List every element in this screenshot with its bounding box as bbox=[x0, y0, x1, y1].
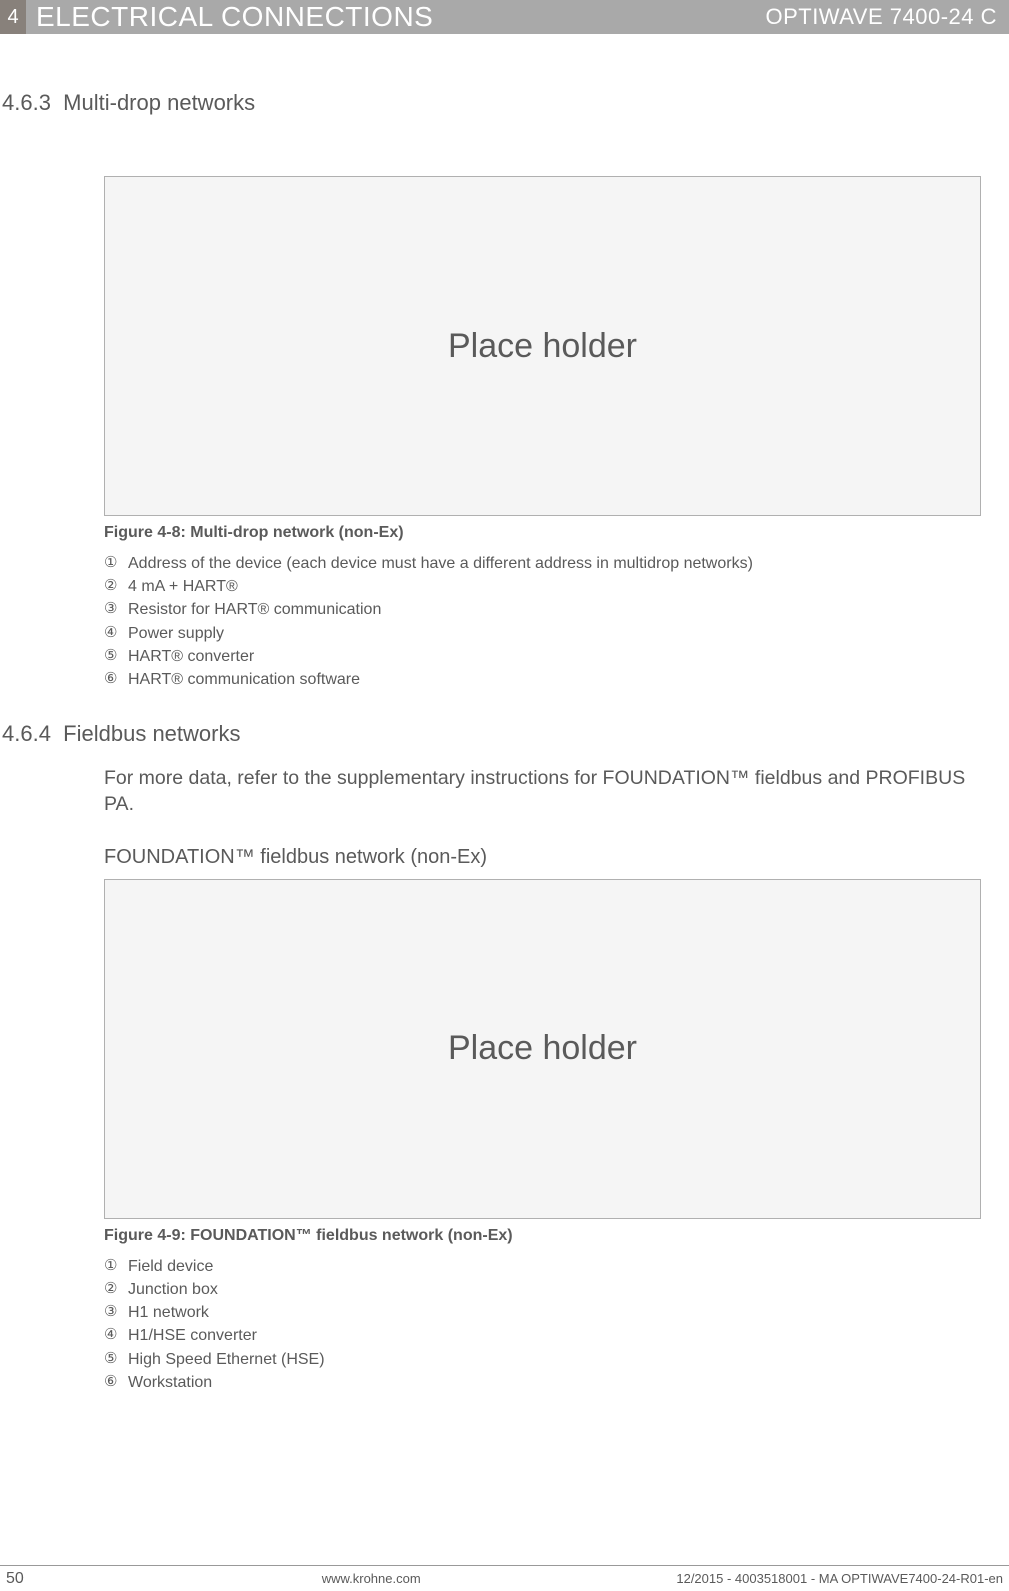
header-chapter-title: ELECTRICAL CONNECTIONS bbox=[36, 1, 765, 33]
legend-item: ⑤HART® converter bbox=[104, 645, 991, 668]
legend-text: HART® converter bbox=[128, 645, 991, 668]
header-chapter-number: 4 bbox=[0, 0, 26, 34]
figure-4-8-legend: ①Address of the device (each device must… bbox=[104, 552, 991, 691]
figure-4-9-box: Place holder bbox=[104, 879, 981, 1219]
figure-4-8-caption: Figure 4-8: Multi-drop network (non-Ex) bbox=[104, 524, 991, 542]
legend-text: HART® communication software bbox=[128, 668, 991, 691]
page-footer: 50 www.krohne.com 12/2015 - 4003518001 -… bbox=[0, 1565, 1009, 1591]
figure-placeholder-text: Place holder bbox=[448, 327, 637, 366]
legend-number-icon: ③ bbox=[104, 1301, 128, 1323]
legend-number-icon: ④ bbox=[104, 1324, 128, 1346]
legend-item: ②4 mA + HART® bbox=[104, 575, 991, 598]
page-content: 4.6.3 Multi-drop networks Place holder F… bbox=[0, 90, 1009, 1394]
legend-text: Power supply bbox=[128, 622, 991, 645]
legend-number-icon: ⑤ bbox=[104, 645, 128, 667]
legend-number-icon: ⑤ bbox=[104, 1348, 128, 1370]
legend-text: High Speed Ethernet (HSE) bbox=[128, 1348, 991, 1371]
legend-item: ③H1 network bbox=[104, 1301, 991, 1324]
legend-text: H1/HSE converter bbox=[128, 1324, 991, 1347]
legend-item: ④Power supply bbox=[104, 622, 991, 645]
figure-4-8-box: Place holder bbox=[104, 176, 981, 516]
legend-number-icon: ② bbox=[104, 1278, 128, 1300]
legend-number-icon: ⑥ bbox=[104, 1371, 128, 1393]
legend-item: ⑥Workstation bbox=[104, 1371, 991, 1394]
legend-item: ②Junction box bbox=[104, 1278, 991, 1301]
legend-number-icon: ① bbox=[104, 552, 128, 574]
section-heading-464: 4.6.4 Fieldbus networks bbox=[2, 721, 991, 747]
legend-item: ③Resistor for HART® communication bbox=[104, 598, 991, 621]
legend-text: H1 network bbox=[128, 1301, 991, 1324]
legend-item: ④H1/HSE converter bbox=[104, 1324, 991, 1347]
footer-doc-id: 12/2015 - 4003518001 - MA OPTIWAVE7400-2… bbox=[676, 1571, 1003, 1586]
section-title: Fieldbus networks bbox=[63, 721, 240, 746]
legend-number-icon: ① bbox=[104, 1255, 128, 1277]
legend-number-icon: ⑥ bbox=[104, 668, 128, 690]
header-product-name: OPTIWAVE 7400-24 C bbox=[765, 4, 997, 30]
figure-4-9-legend: ①Field device ②Junction box ③H1 network … bbox=[104, 1255, 991, 1394]
footer-page-number: 50 bbox=[6, 1570, 66, 1588]
header-bar: 4 ELECTRICAL CONNECTIONS OPTIWAVE 7400-2… bbox=[0, 0, 1009, 34]
legend-item: ①Address of the device (each device must… bbox=[104, 552, 991, 575]
section-464-subheading: FOUNDATION™ fieldbus network (non-Ex) bbox=[104, 846, 991, 869]
section-number: 4.6.4 bbox=[2, 721, 51, 746]
section-heading-463: 4.6.3 Multi-drop networks bbox=[2, 90, 991, 116]
legend-text: Field device bbox=[128, 1255, 991, 1278]
legend-item: ①Field device bbox=[104, 1255, 991, 1278]
legend-text: 4 mA + HART® bbox=[128, 575, 991, 598]
legend-item: ⑤High Speed Ethernet (HSE) bbox=[104, 1348, 991, 1371]
legend-text: Resistor for HART® communication bbox=[128, 598, 991, 621]
legend-text: Workstation bbox=[128, 1371, 991, 1394]
legend-number-icon: ② bbox=[104, 575, 128, 597]
legend-item: ⑥HART® communication software bbox=[104, 668, 991, 691]
legend-text: Address of the device (each device must … bbox=[128, 552, 991, 575]
figure-placeholder-text: Place holder bbox=[448, 1029, 637, 1068]
legend-number-icon: ③ bbox=[104, 598, 128, 620]
figure-4-9-caption: Figure 4-9: FOUNDATION™ fieldbus network… bbox=[104, 1227, 991, 1245]
legend-number-icon: ④ bbox=[104, 622, 128, 644]
section-title: Multi-drop networks bbox=[63, 90, 255, 115]
section-number: 4.6.3 bbox=[2, 90, 51, 115]
section-464-paragraph: For more data, refer to the supplementar… bbox=[104, 765, 981, 818]
footer-url: www.krohne.com bbox=[66, 1571, 676, 1586]
legend-text: Junction box bbox=[128, 1278, 991, 1301]
